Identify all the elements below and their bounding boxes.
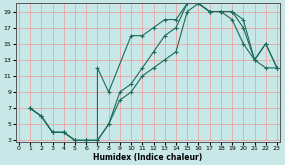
X-axis label: Humidex (Indice chaleur): Humidex (Indice chaleur): [93, 152, 203, 162]
